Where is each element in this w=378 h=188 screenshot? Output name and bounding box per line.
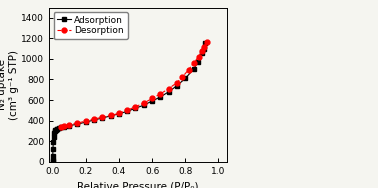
Adsorption	[195, 61, 200, 63]
Adsorption	[125, 110, 129, 112]
Desorption	[180, 76, 184, 79]
Adsorption	[57, 127, 61, 129]
Line: Adsorption: Adsorption	[50, 41, 208, 164]
Desorption	[92, 118, 96, 120]
Desorption	[141, 102, 146, 104]
Desorption	[200, 50, 204, 52]
Adsorption	[203, 42, 208, 45]
Desorption	[62, 125, 67, 127]
Adsorption	[51, 154, 55, 157]
Adsorption	[50, 160, 55, 162]
Desorption	[196, 56, 201, 58]
Adsorption	[50, 158, 55, 161]
Adsorption	[166, 91, 171, 93]
Y-axis label: N₂ uptake
(cm³ g⁻¹ STP): N₂ uptake (cm³ g⁻¹ STP)	[0, 50, 19, 120]
Desorption	[150, 97, 154, 100]
Desorption	[191, 62, 196, 64]
Adsorption	[84, 121, 88, 123]
Adsorption	[201, 48, 206, 50]
Adsorption	[51, 141, 56, 143]
Desorption	[75, 122, 80, 124]
Line: Desorption: Desorption	[58, 40, 209, 129]
Desorption	[67, 124, 71, 126]
Legend: Adsorption, Desorption: Adsorption, Desorption	[54, 12, 128, 39]
Adsorption	[52, 130, 57, 133]
Adsorption	[75, 123, 80, 125]
Desorption	[175, 81, 179, 84]
Adsorption	[150, 100, 154, 102]
Adsorption	[54, 129, 58, 131]
Desorption	[133, 106, 138, 108]
X-axis label: Relative Pressure (P/P₀): Relative Pressure (P/P₀)	[77, 181, 199, 188]
Adsorption	[100, 117, 105, 119]
Adsorption	[53, 129, 57, 131]
Adsorption	[200, 52, 204, 54]
Desorption	[84, 120, 88, 122]
Adsorption	[51, 136, 56, 138]
Desorption	[158, 93, 163, 95]
Adsorption	[92, 119, 96, 121]
Desorption	[100, 116, 105, 118]
Adsorption	[59, 126, 63, 129]
Adsorption	[116, 113, 121, 115]
Desorption	[108, 114, 113, 117]
Desorption	[186, 69, 191, 71]
Desorption	[166, 88, 171, 90]
Adsorption	[158, 96, 163, 98]
Adsorption	[51, 148, 55, 150]
Adsorption	[54, 128, 59, 130]
Desorption	[201, 45, 206, 48]
Adsorption	[133, 107, 138, 109]
Desorption	[204, 41, 209, 44]
Desorption	[116, 112, 121, 114]
Adsorption	[141, 104, 146, 106]
Adsorption	[183, 77, 187, 80]
Adsorption	[108, 115, 113, 117]
Desorption	[59, 126, 63, 128]
Adsorption	[62, 126, 67, 128]
Adsorption	[55, 127, 60, 130]
Adsorption	[175, 84, 179, 87]
Adsorption	[52, 132, 56, 135]
Desorption	[125, 109, 129, 111]
Adsorption	[191, 68, 196, 70]
Adsorption	[67, 125, 71, 127]
